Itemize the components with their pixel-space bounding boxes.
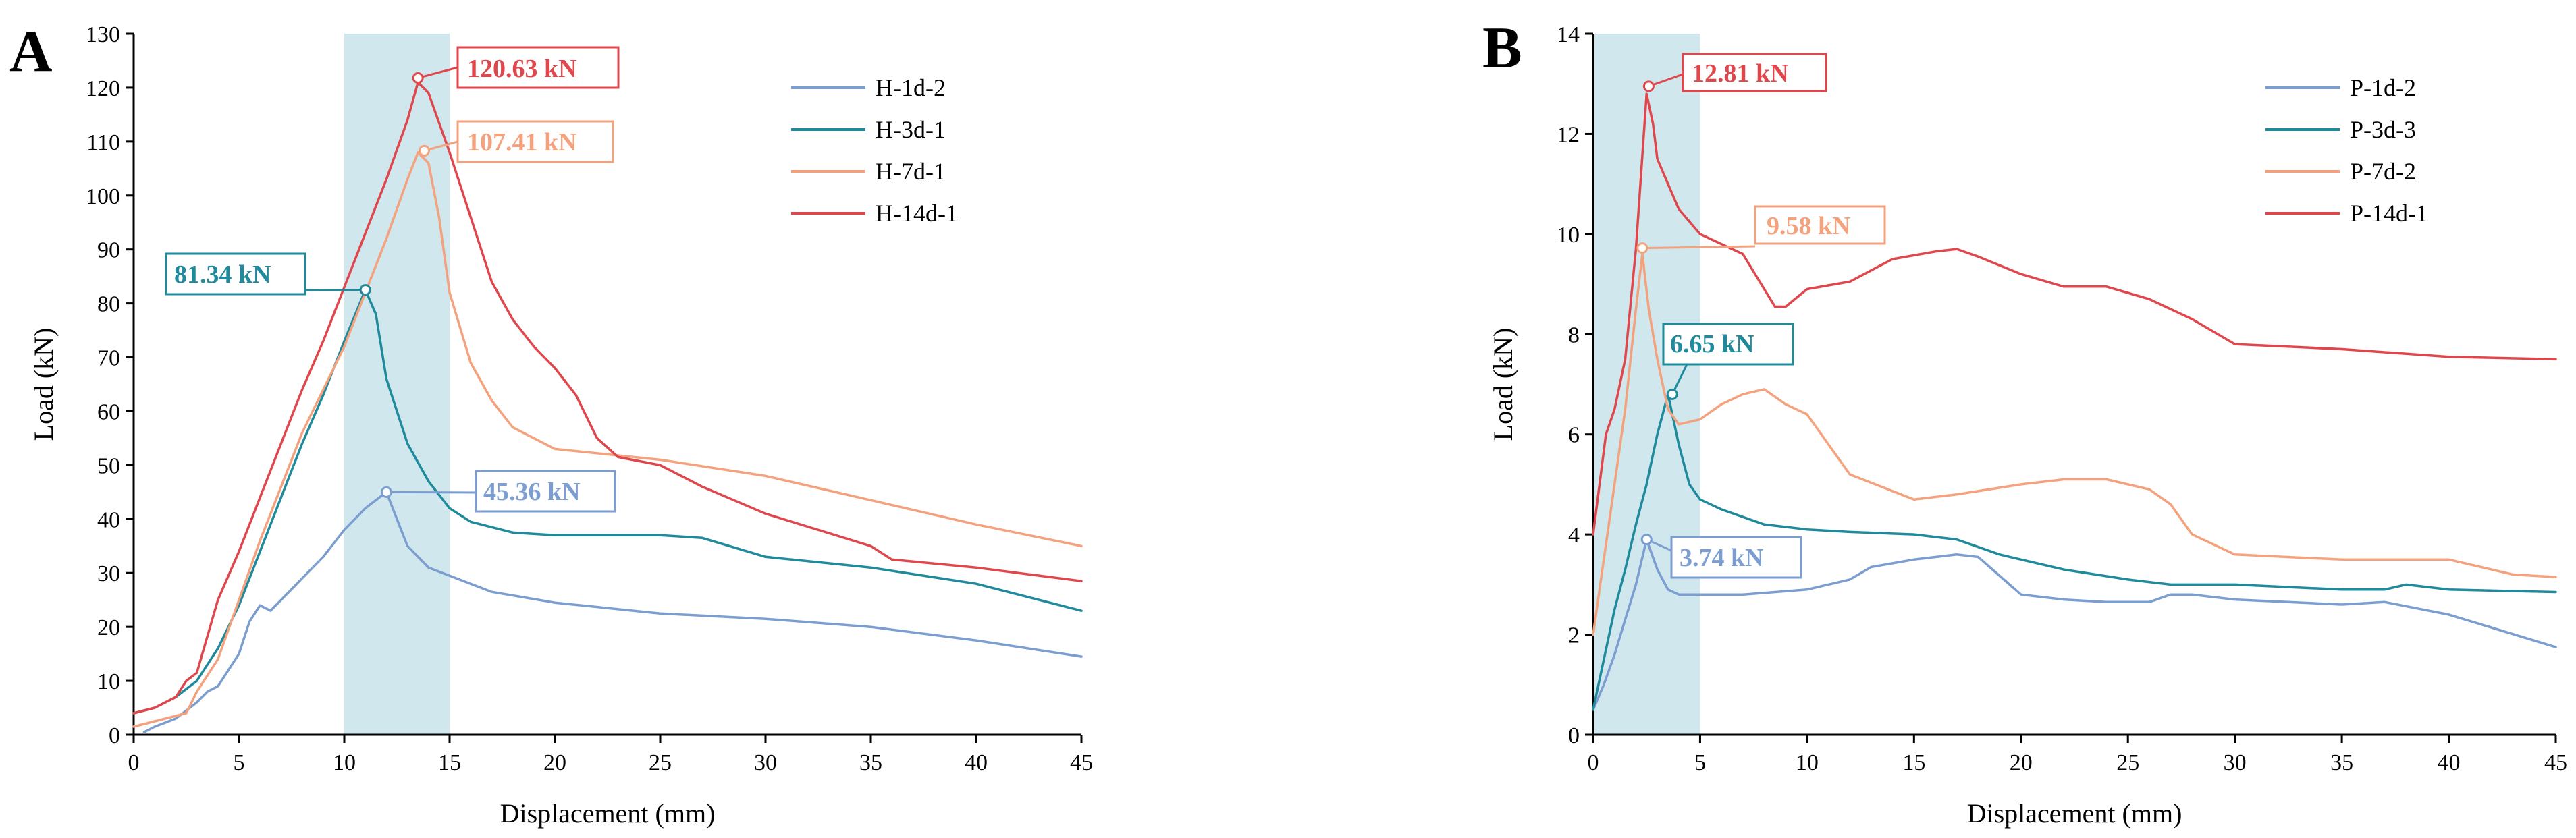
legend-entry: P-1d-2	[2350, 74, 2416, 101]
x-tick-label: 10	[333, 750, 356, 775]
y-tick-label: 50	[97, 453, 120, 478]
legend-entry: P-3d-3	[2350, 116, 2416, 143]
y-tick-label: 70	[97, 346, 120, 371]
x-tick-label: 5	[234, 750, 245, 775]
annotation-box	[1754, 205, 1886, 245]
annotation-label: 6.65 kN	[1670, 330, 1754, 358]
annotation-label: 9.58 kN	[1767, 212, 1851, 240]
legend-entry: H-1d-2	[876, 74, 946, 101]
y-tick-label: 10	[1557, 223, 1580, 248]
annotation-box	[456, 46, 620, 89]
peak-marker	[412, 72, 424, 84]
y-tick-label: 6	[1568, 423, 1580, 448]
y-tick-label: 130	[86, 22, 120, 47]
legend-entry: H-14d-1	[876, 200, 958, 227]
x-tick-label: 30	[754, 750, 777, 775]
annotation-leader	[1642, 245, 1756, 250]
annotation-label: 12.81 kN	[1692, 59, 1789, 88]
annotation-leader	[417, 66, 458, 79]
y-tick-label: 0	[1568, 723, 1580, 748]
y-tick-label: 2	[1568, 623, 1580, 648]
y-tick-label: 40	[97, 507, 120, 532]
x-tick-label: 0	[1588, 750, 1599, 775]
legend-entry: H-3d-1	[876, 116, 946, 143]
legend-entry: P-14d-1	[2350, 200, 2428, 227]
y-tick-label: 90	[97, 238, 120, 263]
y-tick-label: 80	[97, 292, 120, 317]
panel-a: 0 5 10 15 20 25 30 35 40 45 0 10 20 30 40 50 60 70 80 90 100…	[9, 19, 1093, 829]
x-tick-label: 0	[128, 750, 140, 775]
y-tick-label: 0	[109, 723, 120, 748]
annotation-label: 45.36 kN	[483, 478, 581, 506]
peak-marker	[380, 486, 392, 498]
x-axis-title: Displacement (mm)	[500, 798, 716, 829]
y-axis-title: Load (kN)	[1488, 328, 1518, 441]
highlight-band	[344, 34, 450, 735]
annotation-box	[456, 120, 614, 163]
x-tick-label: 35	[2330, 750, 2353, 775]
y-tick-label: 12	[1557, 122, 1580, 147]
y-tick-label: 100	[86, 184, 120, 209]
x-tick-label: 20	[543, 750, 566, 775]
x-tick-label: 35	[859, 750, 882, 775]
annotation-label: 3.74 kN	[1680, 544, 1764, 572]
x-tick-label: 45	[1070, 750, 1093, 775]
series-line-H-1d-2	[142, 491, 1083, 733]
series-line-P-1d-2	[1592, 538, 2557, 711]
peak-marker	[1642, 80, 1655, 92]
y-tick-label: 20	[97, 615, 120, 640]
annotation-leader	[424, 140, 458, 152]
y-axis-title: Load (kN)	[28, 328, 59, 441]
x-tick-label: 15	[1902, 750, 1925, 775]
peak-marker	[1636, 242, 1648, 254]
annotation-label: 120.63 kN	[467, 55, 577, 83]
x-tick-label: 20	[2010, 750, 2033, 775]
x-axis-title: Displacement (mm)	[1967, 798, 2182, 829]
series-line-H-14d-1	[132, 81, 1083, 715]
y-tick-label: 30	[97, 561, 120, 586]
peak-marker	[419, 144, 431, 157]
y-tick-label: 14	[1557, 22, 1580, 47]
series-line-H-3d-1	[132, 288, 1083, 715]
series-line-P-7d-2	[1592, 252, 2557, 636]
series-line-P-3d-3	[1592, 393, 2557, 711]
highlight-band	[1593, 34, 1700, 735]
annotation-box	[165, 252, 306, 296]
series-line-H-7d-1	[132, 151, 1083, 728]
y-tick-label: 60	[97, 399, 120, 424]
annotation-box	[1682, 53, 1827, 92]
series-line-P-14d-1	[1592, 92, 2557, 536]
peak-marker	[1640, 534, 1653, 546]
annotation-leader	[386, 491, 477, 494]
annotation-leader	[1648, 73, 1684, 88]
legend-entry: H-7d-1	[876, 158, 946, 185]
panel-letter: B	[1482, 16, 1522, 81]
y-tick-label: 4	[1568, 523, 1580, 548]
peak-marker	[1666, 388, 1678, 400]
x-tick-label: 25	[2116, 750, 2139, 775]
y-tick-label: 120	[86, 76, 120, 101]
x-tick-label: 10	[1796, 750, 1819, 775]
x-tick-label: 25	[649, 750, 672, 775]
peak-marker	[359, 284, 371, 296]
annotation-label: 81.34 kN	[174, 260, 271, 289]
x-tick-label: 30	[2224, 750, 2247, 775]
y-tick-label: 8	[1568, 323, 1580, 347]
x-tick-label: 15	[438, 750, 461, 775]
panel-b: 0 5 10 15 20 25 30 35 40 45 0 2 4 6 8 10 12 14 Displacemen…	[1482, 16, 2567, 829]
annotation-box	[1670, 536, 1802, 579]
panel-letter: A	[9, 19, 53, 84]
annotation-box	[475, 470, 616, 513]
y-tick-label: 110	[86, 130, 120, 155]
annotation-label: 107.41 kN	[467, 128, 577, 157]
annotation-box	[1662, 323, 1794, 366]
legend-entry: P-7d-2	[2350, 158, 2416, 185]
x-tick-label: 5	[1694, 750, 1706, 775]
x-tick-label: 40	[2438, 750, 2461, 775]
x-tick-label: 40	[965, 750, 988, 775]
y-tick-label: 10	[97, 669, 120, 694]
x-tick-label: 45	[2544, 750, 2567, 775]
